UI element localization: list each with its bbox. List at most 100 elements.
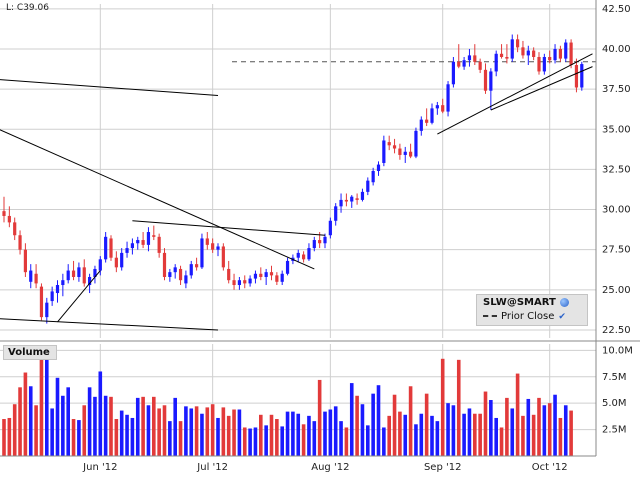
candle-body [146, 232, 151, 245]
candle-body [243, 280, 247, 284]
legend-symbol: SLW@SMART [483, 297, 556, 308]
volume-bar [12, 404, 17, 456]
candle-body [564, 42, 568, 59]
candle-body [259, 273, 263, 277]
volume-bar [419, 413, 424, 456]
volume-bar [499, 427, 504, 456]
volume-bar [253, 427, 258, 456]
volume-bar [168, 421, 172, 456]
globe-icon[interactable] [559, 297, 569, 307]
candle-body [227, 268, 231, 281]
candle-body [178, 268, 183, 281]
candle-body [104, 236, 108, 260]
candle-body [34, 273, 38, 284]
candle-body [61, 280, 65, 286]
candle-body [248, 278, 252, 284]
trendline [437, 53, 593, 135]
candle-body [253, 273, 258, 279]
volume-bar [109, 396, 113, 456]
volume-bar [333, 406, 338, 456]
volume-bar [184, 406, 188, 456]
date-tick-label: Sep '12 [424, 462, 462, 473]
volume-bar [473, 413, 477, 456]
candle-body [152, 235, 156, 237]
volume-bar [387, 415, 391, 456]
candle-body [425, 119, 429, 123]
volume-bar [77, 420, 81, 456]
volume-bar [360, 404, 365, 456]
volume-bar [366, 425, 370, 456]
candle-body [45, 302, 49, 318]
volume-bar [205, 407, 210, 456]
volume-bar [547, 403, 552, 456]
price-tick-label: 42.50 [602, 4, 631, 15]
volume-tick-label: 7.5M [602, 372, 627, 383]
volume-bar [489, 400, 493, 456]
candle-body [505, 56, 509, 59]
candle-body [467, 55, 472, 61]
price-axis: 42.50 40.00 37.50 35.00 32.50 30.00 27.50 25.00… [602, 4, 631, 336]
volume-bar [34, 405, 38, 456]
candle-body [39, 286, 44, 318]
volume-bar [558, 417, 563, 456]
volume-bars [2, 348, 573, 456]
candle-body [462, 60, 466, 67]
price-gridlines [0, 4, 596, 456]
trendline [0, 318, 219, 331]
volume-bar [344, 427, 349, 456]
volume-bar [173, 397, 177, 456]
legend-prior-close-row[interactable]: Prior Close ✔ [483, 311, 566, 322]
candle-body [302, 254, 306, 260]
volume-bar [259, 414, 263, 456]
price-tick-label: 27.50 [602, 245, 631, 256]
date-tick-label: Oct '12 [532, 462, 568, 473]
candle-body [344, 199, 348, 202]
checkmark-icon[interactable]: ✔ [558, 312, 566, 322]
price-candles[interactable] [2, 34, 584, 324]
volume-bar [349, 383, 354, 456]
volume-bar [483, 391, 488, 456]
chart-legend[interactable]: SLW@SMART Prior Close ✔ [476, 294, 588, 326]
trendlines[interactable] [0, 53, 593, 331]
candle-body [173, 267, 177, 273]
volume-bar [317, 379, 322, 456]
date-tick-label: Jun '12 [82, 462, 117, 473]
volume-bar [130, 417, 135, 456]
volume-bar [71, 419, 76, 456]
volume-axis: 10.0M 7.5M 5.0M 2.5M [602, 345, 633, 435]
candle-body [55, 285, 60, 294]
legend-symbol-row[interactable]: SLW@SMART [483, 297, 569, 308]
volume-bar [398, 411, 402, 456]
legend-prior-close-label: Prior Close [501, 311, 555, 322]
volume-bar [93, 396, 97, 456]
volume-bar [157, 408, 161, 456]
date-tick-label: Aug '12 [311, 462, 349, 473]
volume-bar [45, 348, 49, 456]
volume-bar [339, 421, 343, 456]
candle-body [499, 53, 504, 57]
volume-bar [510, 408, 515, 456]
candle-body [318, 240, 322, 244]
volume-bar [162, 405, 167, 456]
candle-body [141, 240, 145, 245]
candle-body [98, 259, 102, 271]
candle-body [360, 191, 365, 200]
volume-bar [563, 405, 568, 456]
volume-bar [210, 404, 215, 456]
candle-body [200, 238, 204, 268]
volume-bar [456, 359, 461, 456]
volume-bar [114, 419, 119, 456]
candle-body [77, 267, 81, 277]
volume-bar [307, 415, 311, 456]
candle-body [473, 55, 477, 62]
candle-body [114, 257, 118, 268]
candle-body [168, 272, 172, 277]
volume-bar [39, 352, 44, 456]
candle-body [23, 249, 27, 273]
volume-bar [515, 373, 520, 456]
candle-body [382, 140, 386, 163]
candle-body [430, 108, 434, 123]
candle-body [441, 105, 445, 112]
candle-body [366, 180, 370, 192]
volume-bar [505, 397, 509, 456]
